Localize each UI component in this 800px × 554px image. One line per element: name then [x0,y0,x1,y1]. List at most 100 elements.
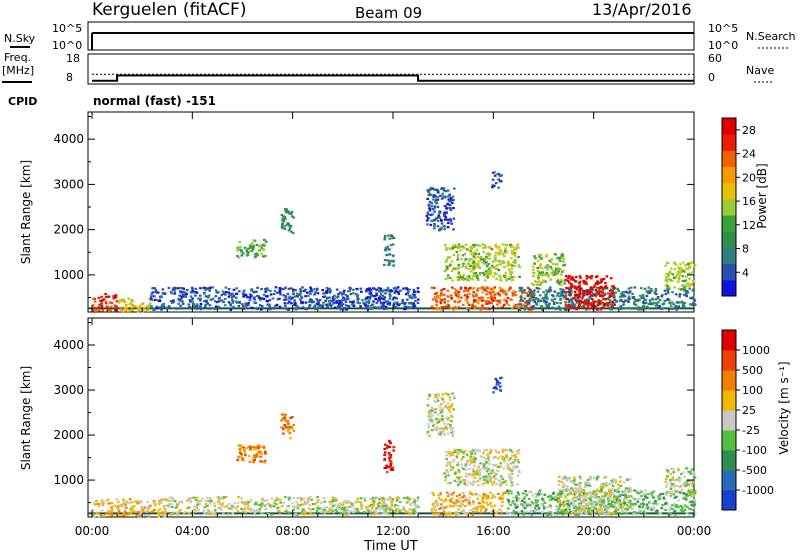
velocity-scatter-cell [613,489,617,492]
velocity-scatter-cell [517,449,521,452]
velocity-scatter-cell [451,433,454,436]
velocity-scatter-cell [582,509,585,512]
power-scatter-cell [268,308,272,311]
velocity-ytick-label: 1000 [53,473,84,487]
velocity-scatter-cell [475,470,478,473]
x-tick-label: 00:00 [677,524,712,538]
velocity-scatter-cell [345,508,348,511]
velocity-scatter-cell [238,448,241,451]
power-scatter-cell [503,255,506,258]
power-scatter-cell [340,304,344,307]
power-scatter-cell [567,290,571,294]
velocity-scatter-cell [472,470,475,473]
power-scatter-cell [491,171,495,174]
velocity-scatter-cell [549,495,552,498]
power-scatter-cell [490,291,494,294]
velocity-scatter-cell [101,504,105,507]
velocity-scatter-cell [530,501,534,504]
power-scatter-cell [239,245,242,248]
velocity-scatter-cell [623,492,627,495]
velocity-scatter-cell [645,506,649,509]
velocity-scatter-cell [287,425,290,429]
power-scatter-cell [603,303,606,306]
velocity-scatter-cell [602,485,605,488]
velocity-scatter-cell [239,449,242,452]
velocity-scatter-cell [574,511,577,514]
power-scatter-cell [617,289,621,293]
power-scatter-cell [176,287,180,290]
velocity-scatter-cell [333,504,337,507]
velocity-scatter-cell [170,505,174,509]
velocity-scatter-cell [616,501,620,504]
power-scatter-cell [513,305,516,308]
power-scatter-cell [574,280,578,283]
power-scatter-cell [476,263,480,266]
velocity-scatter-cell [447,513,450,516]
velocity-scatter-cell [264,503,267,507]
velocity-scatter-cell [632,512,635,516]
power-scatter-cell [587,292,591,295]
velocity-scatter-cell [670,467,673,471]
power-scatter-cell [542,291,545,294]
power-scatter-cell [446,289,450,292]
velocity-scatter-cell [689,480,693,483]
velocity-colorbar-tick-label: -500 [742,464,767,477]
velocity-scatter-cell [682,497,685,500]
velocity-scatter-cell [286,505,289,508]
power-scatter-cell [127,297,130,300]
power-scatter-cell [109,305,113,308]
power-scatter-cell [541,280,544,283]
power-scatter-cell [518,308,522,311]
velocity-scatter-cell [568,506,572,509]
power-scatter-cell [296,295,299,298]
power-scatter-cell [459,278,463,281]
power-scatter-cell [519,296,523,299]
power-scatter-cell [447,221,450,225]
power-scatter-cell [578,300,582,303]
velocity-scatter-cell [557,499,561,502]
velocity-scatter-cell [270,497,274,500]
velocity-scatter-cell [586,492,589,495]
power-scatter-cell [364,304,368,307]
velocity-scatter-cell [162,505,166,508]
power-scatter-cell [507,289,511,292]
velocity-scatter-cell [394,509,397,512]
velocity-scatter-cell [194,510,198,513]
power-scatter-cell [408,296,412,299]
velocity-scatter-cell [240,444,244,447]
velocity-scatter-cell [449,411,452,414]
power-scatter-cell [501,253,504,256]
power-scatter-cell [559,298,563,301]
velocity-scatter-cell [580,489,584,492]
velocity-scatter-cell [693,498,696,501]
velocity-scatter-cell [258,509,261,512]
power-scatter-cell [594,295,598,298]
power-scatter-cell [449,208,453,212]
velocity-scatter-cell [427,425,431,428]
power-scatter-cell [553,297,557,300]
power-scatter-cell [181,293,184,296]
velocity-scatter-cell [665,483,669,486]
velocity-scatter-cell [146,505,150,508]
power-scatter-cell [318,299,322,302]
velocity-scatter-cell [573,495,577,498]
velocity-scatter-cell [508,468,512,471]
velocity-scatter-cell [335,498,338,501]
velocity-scatter-cell [471,458,474,461]
power-scatter-cell [628,297,631,300]
velocity-scatter-cell [562,486,565,489]
power-scatter-cell [555,271,559,274]
power-scatter-cell [539,305,543,309]
power-scatter-cell [284,286,287,289]
velocity-scatter-cell [165,504,168,507]
velocity-scatter-cell [609,502,613,505]
velocity-scatter-cell [524,492,527,495]
power-scatter-cell [488,257,491,260]
velocity-scatter-cell [435,426,438,429]
velocity-scatter-cell [612,493,615,496]
power-scatter-cell [628,291,631,294]
power-scatter-cell [156,291,160,294]
velocity-scatter-cell [691,473,694,476]
velocity-scatter-cell [557,501,561,504]
velocity-scatter-cell [217,506,220,509]
